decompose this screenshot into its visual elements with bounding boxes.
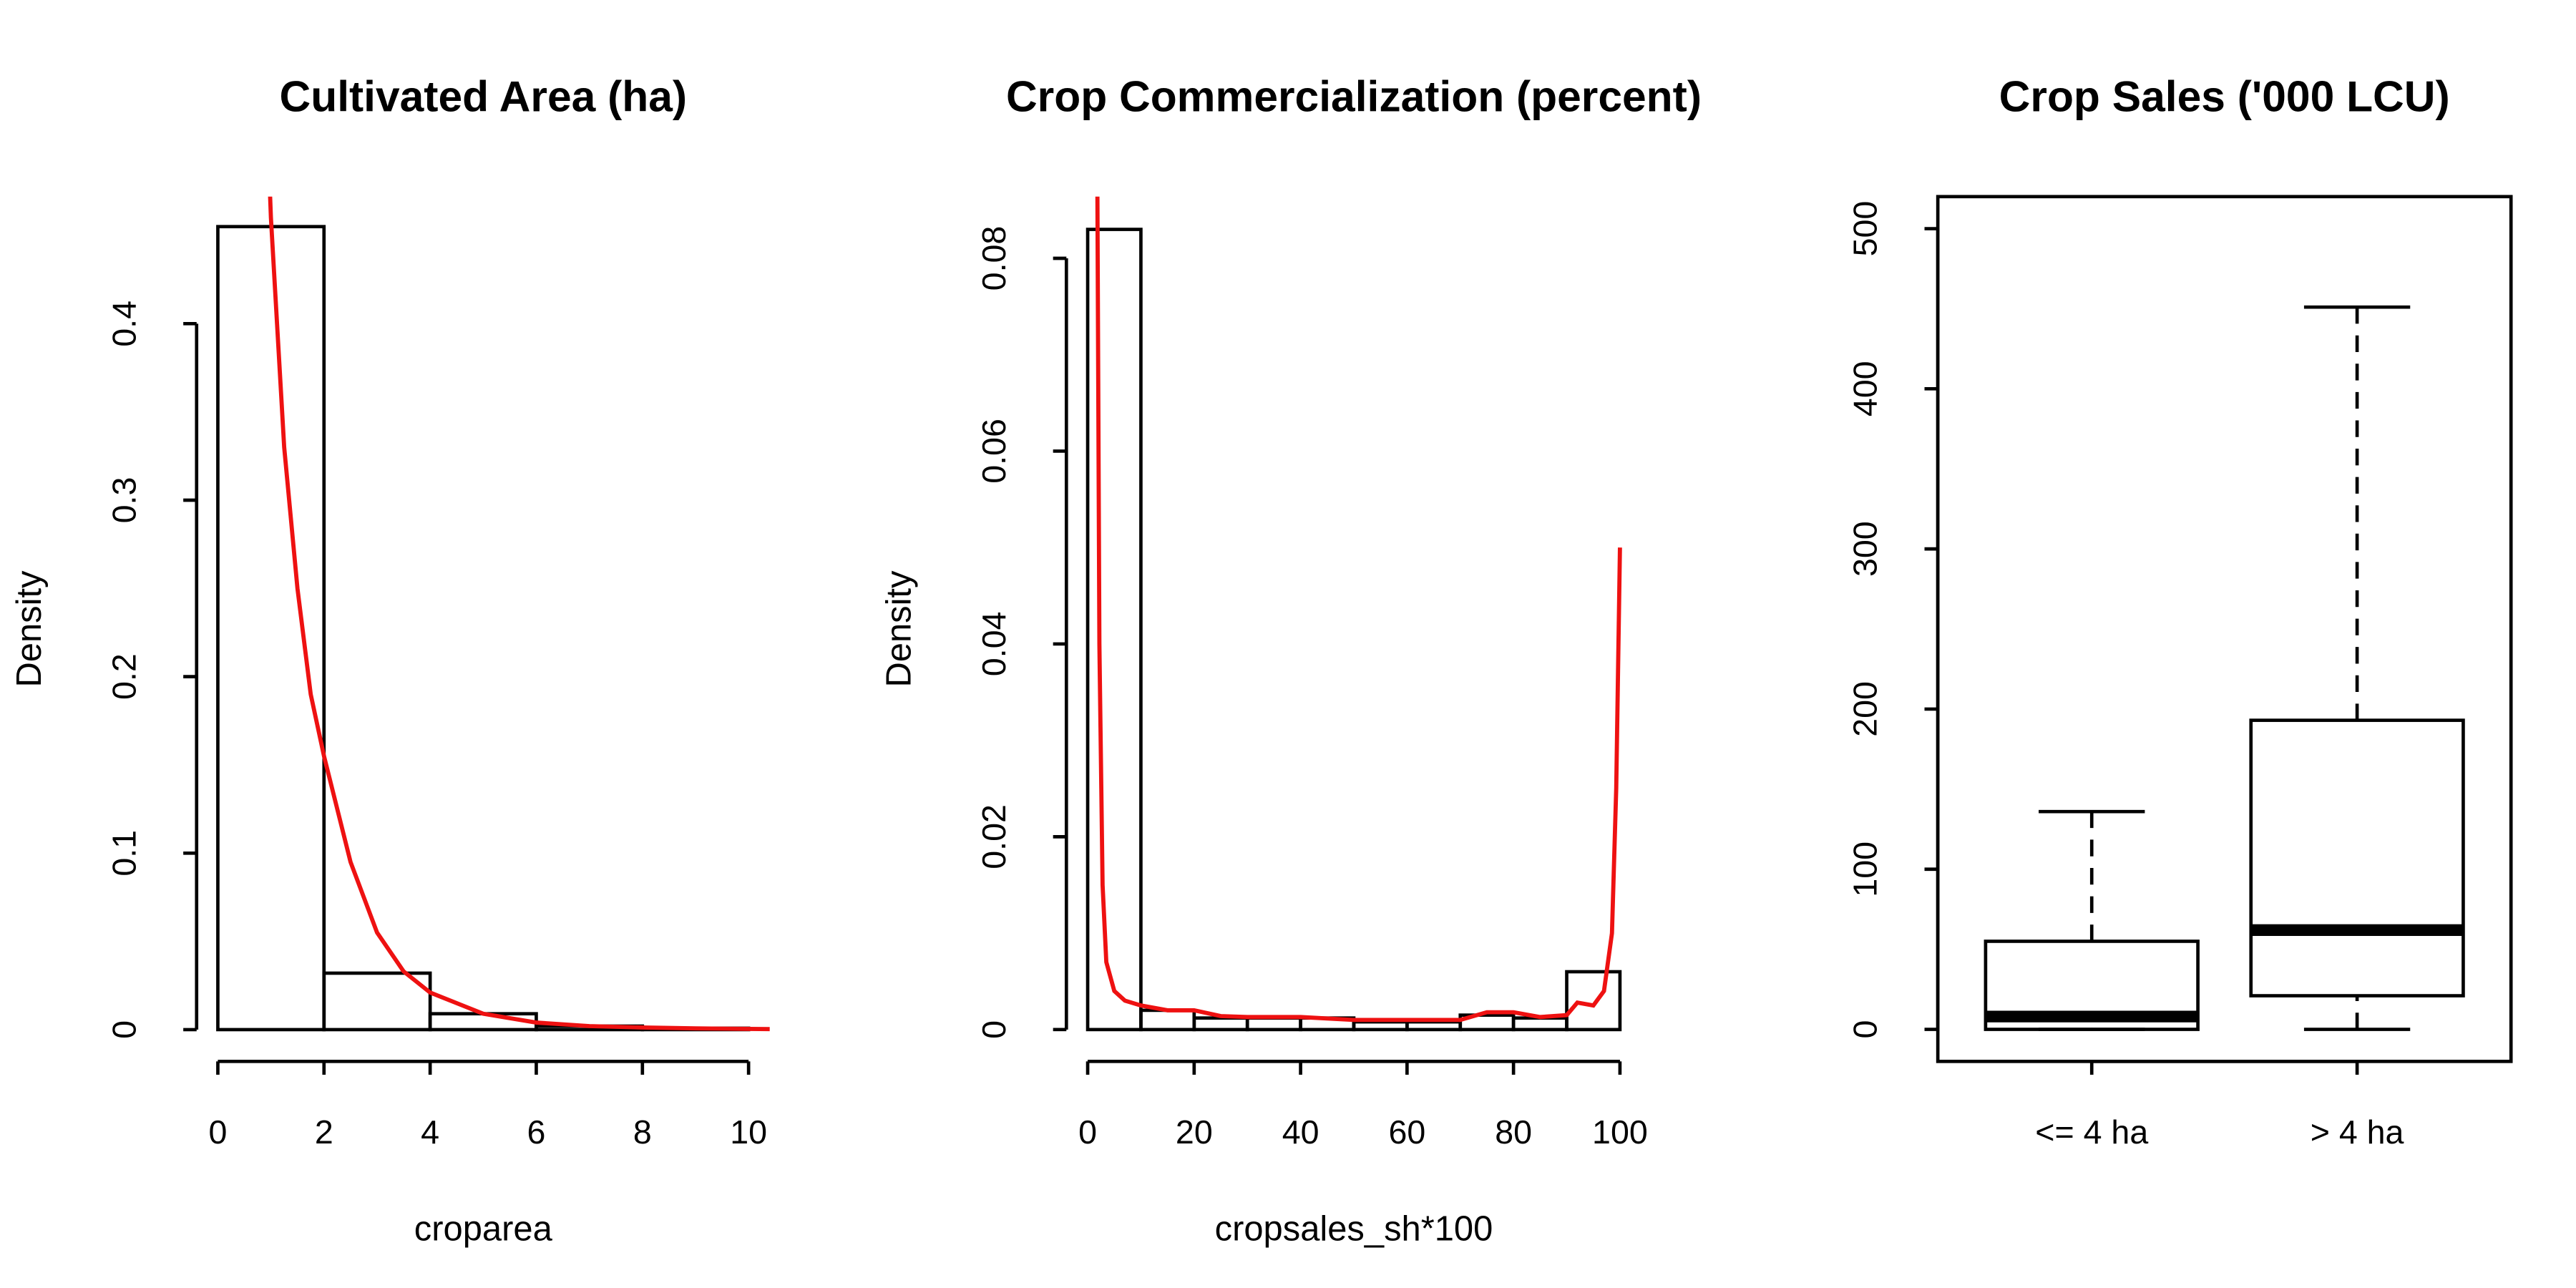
- y-axis-label: Density: [10, 570, 49, 688]
- histogram-bar: [1352, 1020, 1409, 1032]
- chart-title: Crop Sales ('000 LCU): [1999, 72, 2450, 121]
- x-axis-label: cropsales_sh*100: [1215, 1210, 1493, 1249]
- x-tick-label: 4: [421, 1113, 439, 1151]
- x-tick-label: > 4 ha: [2311, 1113, 2404, 1151]
- y-tick-label: 0.2: [105, 653, 142, 700]
- y-tick-label: 500: [1847, 201, 1884, 257]
- x-tick-label: 6: [527, 1113, 546, 1151]
- histogram-bar: [1139, 1008, 1196, 1032]
- x-tick-label: 20: [1176, 1113, 1213, 1151]
- histogram-bar: [1565, 970, 1622, 1032]
- y-axis-label: Density: [880, 570, 919, 688]
- y-tick-label: 0: [975, 1020, 1013, 1039]
- density-curve: [1095, 196, 1622, 1023]
- histogram-bar: [1245, 1016, 1302, 1032]
- x-tick-label: 60: [1388, 1113, 1425, 1151]
- y-tick-label: 400: [1847, 361, 1884, 416]
- y-tick-label: 0.02: [975, 804, 1013, 869]
- y-tick-label: 0.3: [105, 477, 142, 524]
- x-tick-label: 0: [208, 1113, 227, 1151]
- chart-title: Cultivated Area (ha): [280, 72, 688, 121]
- y-tick-label: 0.4: [105, 301, 142, 347]
- x-tick-label: 2: [315, 1113, 333, 1151]
- y-tick-label: 0.04: [975, 612, 1013, 677]
- x-tick-label: 10: [730, 1113, 767, 1151]
- histogram-bar: [1192, 1016, 1249, 1032]
- chart-title: Crop Commercialization (percent): [1006, 72, 1702, 121]
- x-tick-label: 0: [1078, 1113, 1097, 1151]
- x-tick-label: 100: [1592, 1113, 1648, 1151]
- y-tick-label: 0: [105, 1020, 142, 1039]
- panel: Crop Commercialization (percent) cropsale…: [880, 72, 1702, 1249]
- y-tick-label: 100: [1847, 841, 1884, 897]
- box: [1984, 940, 2200, 1031]
- histogram-bar: [216, 225, 326, 1032]
- y-tick-label: 0.06: [975, 419, 1013, 484]
- x-tick-label: <= 4 ha: [2035, 1113, 2148, 1151]
- y-tick-label: 0: [1847, 1020, 1884, 1039]
- box: [2249, 718, 2465, 997]
- panel: Crop Sales ('000 LCU) 0 100 200 300 400 500 <= …: [1847, 72, 2513, 1151]
- x-tick-label: 80: [1495, 1113, 1532, 1151]
- y-tick-label: 0.1: [105, 830, 142, 877]
- y-tick-label: 0.08: [975, 226, 1013, 291]
- density-curve: [268, 196, 770, 1032]
- histogram-bar: [1085, 228, 1143, 1032]
- histogram-bar: [1405, 1020, 1463, 1032]
- x-axis-label: croparea: [414, 1210, 553, 1249]
- y-tick-label: 200: [1847, 681, 1884, 737]
- x-tick-label: 8: [633, 1113, 652, 1151]
- x-tick-label: 40: [1282, 1113, 1319, 1151]
- y-tick-label: 300: [1847, 521, 1884, 577]
- histogram-bar: [1511, 1016, 1568, 1032]
- panel: Cultivated Area (ha) croparea Density 0 0.1 0…: [10, 72, 770, 1249]
- histogram-bar: [322, 971, 432, 1032]
